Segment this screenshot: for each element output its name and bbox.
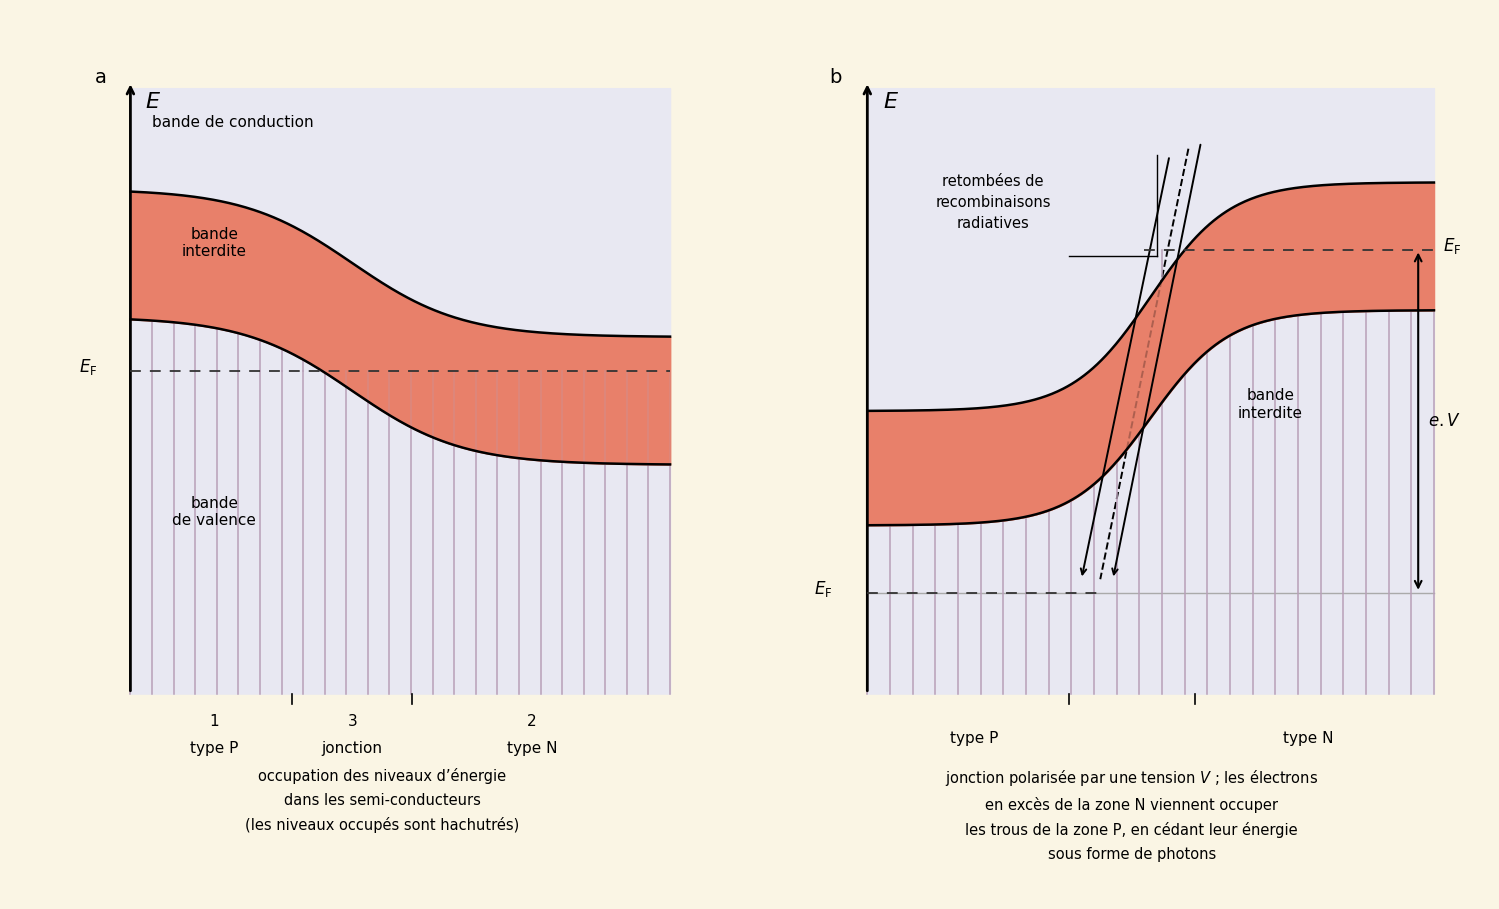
Text: type P: type P xyxy=(950,731,998,745)
Text: type P: type P xyxy=(190,741,238,755)
Text: a: a xyxy=(94,68,106,87)
Text: occupation des niveaux d’énergie
dans les semi-conducteurs
(les niveaux occupés : occupation des niveaux d’énergie dans le… xyxy=(246,768,519,833)
Text: $E$: $E$ xyxy=(145,92,162,112)
Text: bande
de valence: bande de valence xyxy=(172,495,256,528)
Text: 1: 1 xyxy=(210,714,219,729)
Text: $E_\mathsf{F}$: $E_\mathsf{F}$ xyxy=(79,357,97,377)
Text: $E_\mathsf{F}$: $E_\mathsf{F}$ xyxy=(1444,236,1462,256)
Text: bande
interdite: bande interdite xyxy=(181,226,247,259)
Text: retombées de
recombinaisons
radiatives: retombées de recombinaisons radiatives xyxy=(935,174,1051,231)
Text: type N: type N xyxy=(507,741,558,755)
Text: $E_\mathsf{F}$: $E_\mathsf{F}$ xyxy=(814,579,833,599)
Text: jonction: jonction xyxy=(322,741,382,755)
Text: bande de conduction: bande de conduction xyxy=(151,115,313,130)
Text: bande
interdite: bande interdite xyxy=(1238,388,1303,421)
Text: 3: 3 xyxy=(348,714,357,729)
Text: b: b xyxy=(829,68,842,87)
Text: jonction polarisée par une tension $V$ ; les électrons
en excès de la zone N vie: jonction polarisée par une tension $V$ ;… xyxy=(946,768,1318,862)
Text: $E$: $E$ xyxy=(883,92,899,112)
Text: type N: type N xyxy=(1283,731,1333,745)
Text: 2: 2 xyxy=(528,714,537,729)
Text: $e.V$: $e.V$ xyxy=(1427,412,1460,430)
